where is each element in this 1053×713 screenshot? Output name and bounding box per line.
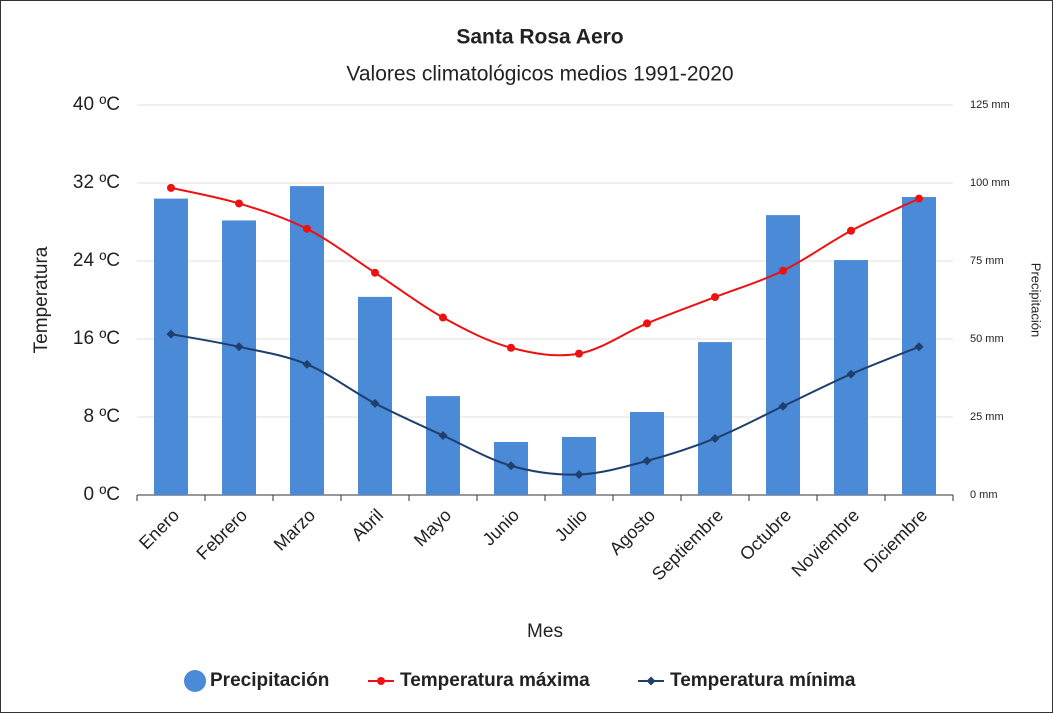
chart-title: Santa Rosa Aero (456, 26, 623, 49)
marker (779, 266, 787, 275)
y2-axis-label: Precipitación (1029, 263, 1044, 337)
marker (914, 342, 924, 352)
bar (154, 198, 188, 495)
marker (847, 226, 855, 235)
marker (574, 470, 584, 480)
marker (778, 401, 788, 411)
marker (167, 183, 175, 192)
marker (370, 398, 380, 408)
bar (562, 436, 596, 495)
marker (303, 224, 311, 233)
bar (426, 396, 460, 495)
marker (166, 329, 176, 339)
marker (710, 433, 720, 443)
y2-tick-label: 0 mm (970, 489, 998, 501)
marker (915, 194, 923, 203)
line (170, 186, 920, 357)
y-tick-label: 32 ºC (73, 172, 120, 193)
marker (438, 431, 448, 441)
y-tick-label: 8 ºC (83, 406, 120, 427)
legend-label: Precipitación (210, 670, 329, 691)
legend-label: Temperatura mínima (670, 670, 856, 691)
y-tick-label: 16 ºC (73, 328, 120, 349)
y-tick-label: 24 ºC (73, 250, 120, 271)
marker (643, 319, 651, 328)
marker (642, 456, 652, 466)
bar (766, 215, 800, 496)
legend-symbol (184, 670, 206, 692)
line (170, 333, 920, 476)
legend-symbol (377, 677, 385, 685)
bar (222, 220, 256, 495)
marker (575, 349, 583, 358)
chart-subtitle: Valores climatológicos medios 1991-2020 (346, 63, 733, 86)
marker (371, 268, 379, 277)
x-axis-label: Mes (527, 621, 563, 642)
marker (439, 313, 447, 322)
y-axis-label: Temperatura (31, 246, 52, 353)
y2-tick-label: 75 mm (970, 255, 1004, 267)
marker (302, 359, 312, 369)
marker (507, 343, 515, 352)
legend-symbol (646, 676, 656, 686)
marker (711, 293, 719, 302)
marker (506, 461, 516, 471)
bar (290, 186, 324, 495)
y-tick-label: 0 ºC (83, 484, 120, 505)
marker (235, 199, 243, 208)
bar (630, 412, 664, 495)
y-tick-label: 40 ºC (73, 94, 120, 115)
marker (846, 369, 856, 379)
marker (234, 342, 244, 352)
bar (698, 342, 732, 495)
legend-label: Temperatura máxima (400, 670, 590, 691)
y2-tick-label: 125 mm (970, 99, 1010, 111)
y2-tick-label: 100 mm (970, 177, 1010, 189)
y2-tick-label: 50 mm (970, 333, 1004, 345)
y2-tick-label: 25 mm (970, 411, 1004, 423)
